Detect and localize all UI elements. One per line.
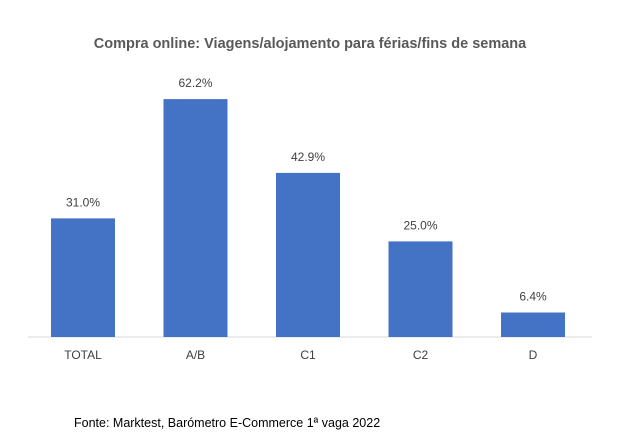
source-note: Fonte: Marktest, Barómetro E-Commerce 1ª… [74,416,380,430]
bar-c2 [388,241,453,337]
category-ticks-group: TOTAL A/B C1 C2 D [64,348,537,362]
category-tick-label: C2 [413,348,429,362]
bar-a-b [163,99,228,337]
chart-title: Compra online: Viagens/alojamento para f… [94,36,527,52]
category-tick-label: A/B [186,348,205,362]
data-label: 31.0% [66,195,100,209]
bars-group [51,99,565,337]
data-label: 6.4% [519,290,547,304]
bar-total [51,218,115,337]
data-label: 62.2% [178,76,212,90]
bar-d [501,312,565,337]
bar-c1 [276,172,340,337]
data-labels-group: 31.0% 62.2% 42.9% 25.0% 6.4% [66,76,547,303]
data-label: 25.0% [403,218,437,232]
category-tick-label: TOTAL [64,348,102,362]
data-label: 42.9% [291,150,325,164]
category-tick-label: C1 [300,348,316,362]
category-tick-label: D [529,348,538,362]
